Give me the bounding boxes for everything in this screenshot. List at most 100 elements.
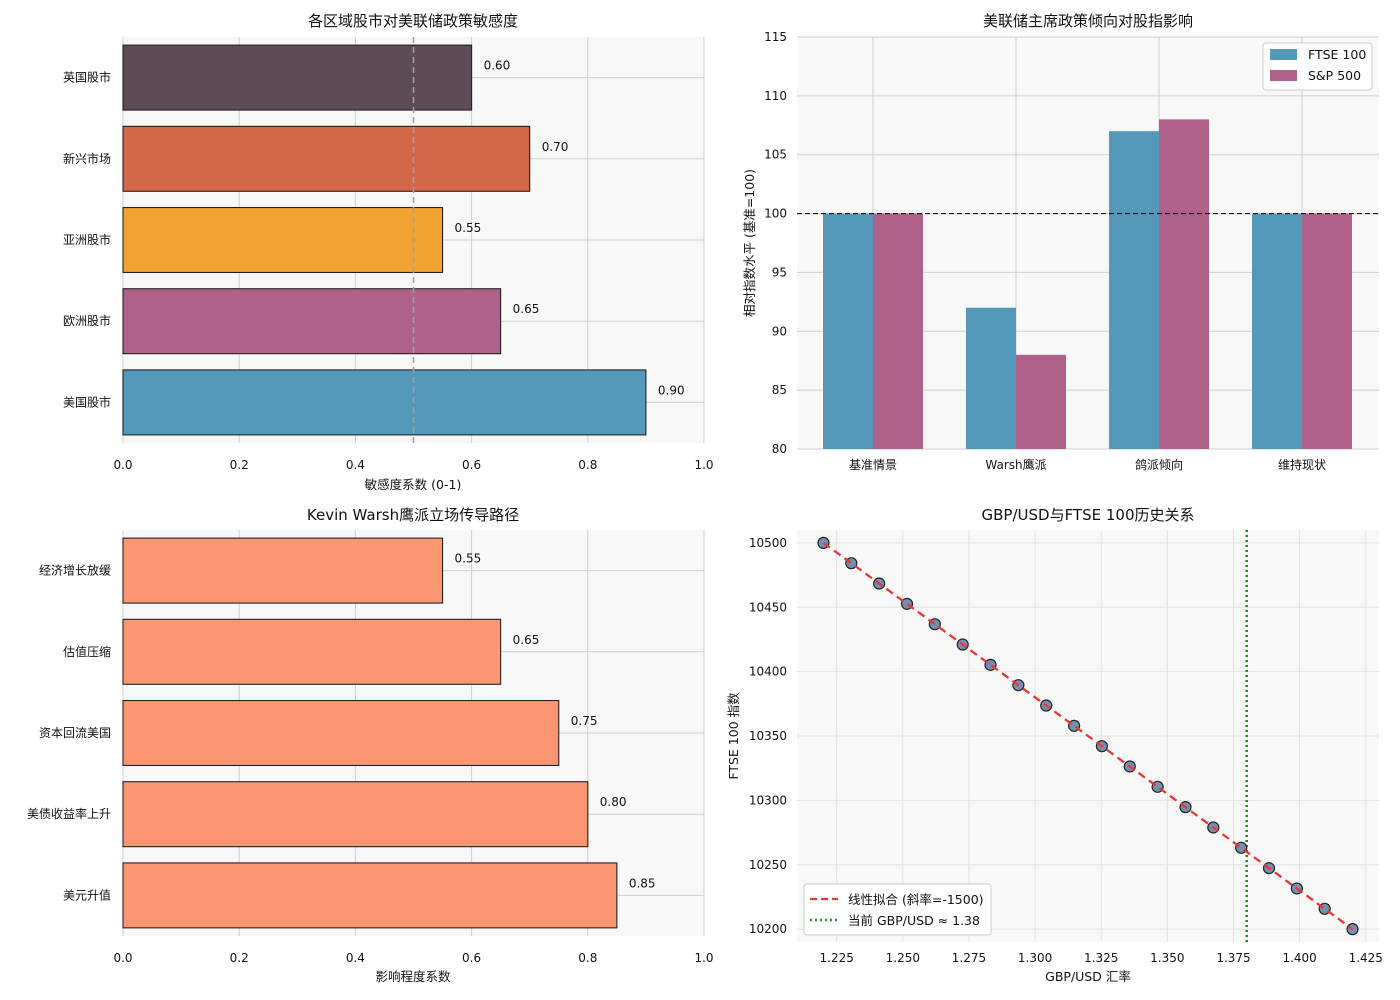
y-tick-label: 美国股市 (63, 394, 111, 409)
transmission-title: Kevin Warsh鹰派立场传导路径 (307, 506, 519, 524)
x-tick-label: 鸽派倾向 (1135, 457, 1183, 472)
y-tick-label: 10500 (749, 536, 787, 550)
y-tick-label: 100 (764, 207, 787, 221)
legend-swatch-sp500 (1270, 70, 1297, 81)
y-tick-label: 10450 (749, 600, 787, 614)
bar-value-label: 0.75 (571, 714, 598, 728)
x-tick-label: 1.400 (1282, 951, 1316, 965)
y-tick-label: 80 (772, 442, 787, 456)
bar (122, 288, 502, 355)
fed-chair-legend: FTSE 100 S&P 500 (1262, 42, 1373, 91)
x-tick-label: 基准情景 (849, 458, 897, 472)
bar-value-label: 0.60 (484, 59, 511, 73)
bar-value-label: 0.85 (629, 876, 656, 890)
y-tick-label: 估值压缩 (63, 644, 111, 659)
bar (122, 699, 560, 767)
x-tick-label: 1.0 (694, 458, 713, 472)
y-tick-label: 10300 (749, 793, 787, 807)
gbpusd-ylabel: FTSE 100 指数 (726, 692, 741, 780)
y-tick-label: 10200 (749, 922, 787, 936)
bar-value-label: 0.70 (542, 140, 569, 154)
y-tick-label: 经济增长放缓 (39, 563, 111, 578)
y-tick-label: 新兴市场 (63, 151, 111, 166)
x-tick-label: 0.8 (578, 458, 597, 472)
x-tick-label: 维持现状 (1278, 457, 1326, 472)
sensitivity-xlabel: 敏感度系数 (0-1) (365, 477, 462, 492)
y-tick-label: 105 (764, 148, 787, 162)
y-tick-label: 资本回流美国 (39, 726, 111, 740)
bar-value-label: 0.65 (513, 302, 540, 316)
gbpusd-title: GBP/USD与FTSE 100历史关系 (982, 506, 1195, 524)
x-tick-label: 1.425 (1349, 951, 1383, 965)
y-tick-label: 亚洲股市 (63, 232, 111, 247)
y-tick-label: 美元升值 (63, 887, 111, 902)
bar-sp500 (1159, 119, 1209, 450)
bar-sp500 (1302, 213, 1352, 449)
transmission-xlabel: 影响程度系数 (375, 969, 451, 984)
x-tick-label: 0.6 (462, 458, 481, 472)
x-tick-label: 0.2 (230, 458, 249, 472)
x-tick-label: 0.0 (113, 458, 132, 472)
bar-value-label: 0.65 (513, 633, 540, 647)
legend-swatch-ftse (1270, 49, 1297, 60)
bar (122, 369, 647, 436)
x-tick-label: 0.0 (113, 951, 132, 965)
x-tick-label: 1.250 (886, 951, 920, 965)
fed-chair-ylabel: 相对指数水平 (基准=100) (742, 169, 757, 317)
x-tick-label: 0.6 (462, 951, 481, 965)
x-tick-label: 0.4 (346, 458, 365, 472)
legend-label-sp500: S&P 500 (1308, 68, 1361, 83)
y-tick-label: 10250 (749, 858, 787, 872)
legend-label-current: 当前 GBP/USD ≈ 1.38 (848, 913, 980, 928)
bar-sp500 (1016, 354, 1066, 449)
y-tick-label: 美债收益率上升 (27, 806, 111, 821)
x-tick-label: 1.225 (820, 951, 854, 965)
y-tick-label: 95 (772, 265, 787, 279)
y-tick-label: 英国股市 (63, 70, 111, 85)
legend-label-ftse: FTSE 100 (1308, 47, 1366, 62)
fed-chair-title: 美联储主席政策倾向对股指影响 (983, 12, 1193, 30)
y-tick-label: 115 (764, 30, 787, 44)
bar-value-label: 0.90 (658, 383, 685, 397)
bar-sp500 (873, 213, 923, 449)
x-tick-label: 1.350 (1150, 951, 1184, 965)
y-tick-label: 10400 (749, 665, 787, 679)
x-tick-label: 1.325 (1084, 951, 1118, 965)
bar (122, 618, 502, 685)
bar-ftse (1252, 213, 1302, 449)
bar-ftse (966, 307, 1016, 449)
bar (122, 862, 618, 929)
x-tick-label: Warsh鹰派 (985, 457, 1046, 472)
gbpusd-xlabel: GBP/USD 汇率 (1045, 969, 1131, 984)
sensitivity-title: 各区域股市对美联储政策敏感度 (308, 12, 518, 30)
sensitivity-chart: 各区域股市对美联储政策敏感度 0.60 0.70 0.55 0.65 0.90 0.0 0… (63, 12, 714, 492)
y-tick-label: 10350 (749, 729, 787, 743)
transmission-chart: Kevin Warsh鹰派立场传导路径 0.55 0.65 0.75 0.80 0.85… (27, 506, 714, 984)
bar (122, 537, 444, 604)
bar-value-label: 0.55 (455, 552, 482, 566)
y-tick-label: 90 (772, 324, 787, 338)
legend-box (803, 883, 992, 936)
x-tick-label: 1.275 (952, 951, 986, 965)
bar (122, 206, 444, 274)
x-tick-label: 1.375 (1216, 951, 1250, 965)
gbpusd-chart: GBP/USD与FTSE 100历史关系 1.225 1.250 1.275 1.30… (726, 506, 1383, 984)
bar (122, 44, 473, 111)
x-tick-label: 1.0 (694, 951, 713, 965)
x-tick-label: 0.4 (346, 951, 365, 965)
bar-ftse (823, 213, 873, 449)
bar-ftse (1109, 131, 1159, 449)
y-tick-label: 85 (772, 383, 787, 397)
bar (122, 781, 589, 848)
x-tick-label: 1.300 (1018, 951, 1052, 965)
bar (122, 125, 531, 192)
gbpusd-legend: 线性拟合 (斜率=-1500) 当前 GBP/USD ≈ 1.38 (803, 883, 992, 936)
bar-value-label: 0.80 (600, 795, 627, 809)
bar-value-label: 0.55 (455, 221, 482, 235)
fed-chair-chart: 美联储主席政策倾向对股指影响 80 85 90 95 100 105 110 115 基准情景 W… (742, 12, 1379, 472)
legend-label-fit: 线性拟合 (斜率=-1500) (848, 892, 984, 907)
fit-line (822, 541, 1354, 931)
x-tick-label: 0.8 (578, 951, 597, 965)
y-tick-label: 110 (764, 89, 787, 103)
